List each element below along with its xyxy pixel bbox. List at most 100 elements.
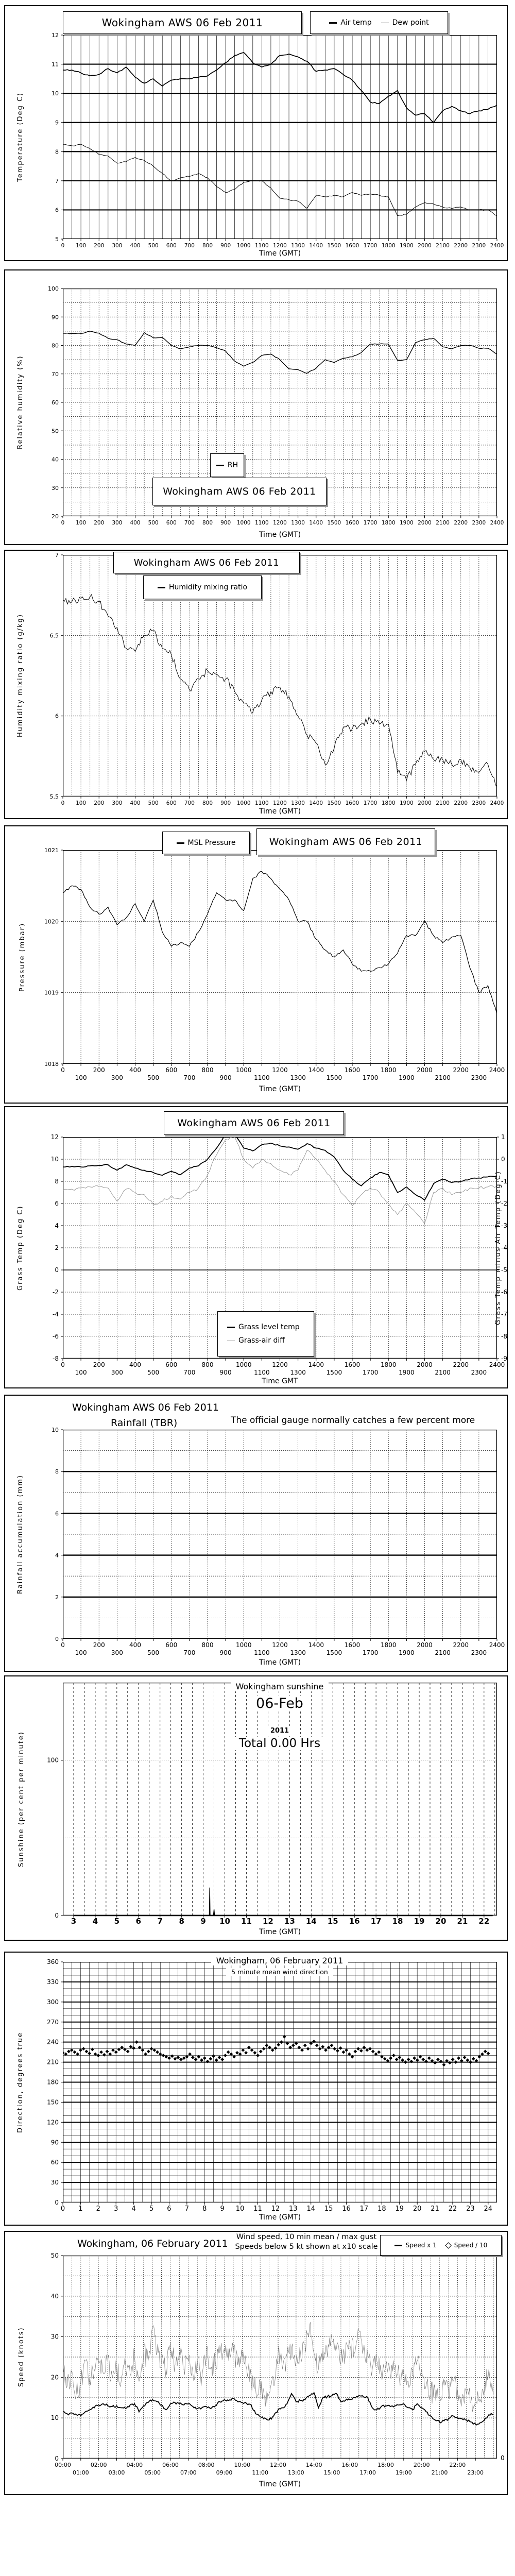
legend-item-msl-pressure: MSL Pressure (176, 839, 236, 847)
legend-item-grass-air-diff: Grass-air diff (227, 1336, 285, 1345)
legend-box: MSL Pressure (162, 832, 250, 854)
svg-text:1: 1 (78, 2205, 82, 2213)
legend-item-speed-div10: Speed / 10 (444, 2242, 487, 2249)
svg-text:06:00: 06:00 (162, 2462, 179, 2468)
svg-text:5: 5 (114, 1917, 119, 1926)
svg-text:4: 4 (55, 1552, 59, 1559)
grass-temp-plot: 0100200300400500600700800900100011001200… (51, 1133, 507, 1376)
svg-text:2300: 2300 (471, 1074, 487, 1081)
svg-text:500: 500 (147, 1074, 159, 1081)
chart-title: Wokingham, 06 February 2011 (77, 2238, 228, 2249)
chart-title-box: Wokingham AWS 06 Feb 2011 (164, 1111, 344, 1135)
legend-item-grass-level-temp: Grass level temp (227, 1323, 300, 1331)
svg-text:-7: -7 (501, 1311, 507, 1318)
svg-text:100: 100 (47, 1757, 59, 1764)
svg-text:2000: 2000 (418, 800, 432, 806)
svg-text:12:00: 12:00 (270, 2462, 286, 2468)
svg-text:700: 700 (184, 520, 195, 526)
legend-box: RH (210, 453, 244, 477)
svg-text:10: 10 (219, 1917, 230, 1926)
svg-text:14: 14 (306, 1917, 317, 1926)
svg-text:1900: 1900 (400, 520, 414, 526)
chart-title: Wokingham AWS 06 Feb 2011 (101, 16, 263, 29)
svg-text:1500: 1500 (328, 243, 341, 249)
svg-text:6: 6 (167, 2205, 171, 2213)
svg-text:15: 15 (324, 2205, 333, 2213)
sunshine-total: Total 0.00 Hrs (233, 1737, 326, 1750)
svg-text:2100: 2100 (436, 520, 450, 526)
svg-text:2400: 2400 (489, 1361, 505, 1368)
panel-rainfall: 0 100 200 300 400 500 600 700 800 900 1000 1100 1200… (4, 1395, 508, 1672)
svg-text:50: 50 (52, 428, 59, 434)
svg-text:500: 500 (147, 1369, 159, 1376)
y-axis-label: Rainfall accumulation (mm) (16, 1475, 24, 1594)
msl-pressure-line-icon (176, 842, 184, 844)
svg-text:1100: 1100 (254, 1369, 270, 1376)
svg-text:360: 360 (47, 1958, 59, 1965)
svg-text:1300: 1300 (291, 800, 305, 806)
svg-text:02:00: 02:00 (91, 2462, 107, 2468)
svg-text:1000: 1000 (237, 243, 251, 249)
svg-text:700: 700 (184, 243, 195, 249)
svg-text:-8: -8 (53, 1355, 59, 1362)
svg-text:200: 200 (93, 1641, 105, 1649)
svg-text:5.5: 5.5 (50, 793, 59, 800)
svg-text:1400: 1400 (308, 1641, 324, 1649)
svg-text:2400: 2400 (490, 800, 504, 806)
svg-text:12: 12 (271, 2205, 280, 2213)
svg-text:40: 40 (52, 456, 59, 463)
svg-text:14: 14 (306, 2205, 315, 2213)
svg-text:100: 100 (76, 800, 86, 806)
chart-title: Wokingham AWS 06 Feb 2011 (133, 557, 280, 568)
svg-text:500: 500 (148, 243, 159, 249)
svg-text:2000: 2000 (418, 243, 432, 249)
chart-title: Wokingham AWS 06 Feb 2011 (163, 486, 316, 497)
svg-text:800: 800 (202, 520, 213, 526)
svg-text:1018: 1018 (44, 1061, 59, 1067)
svg-text:300: 300 (112, 520, 122, 526)
svg-text:2: 2 (55, 1244, 59, 1251)
svg-text:600: 600 (166, 243, 177, 249)
x-axis-label: Time (GMT) (259, 2213, 301, 2222)
sunshine-date: 06-Feb (251, 1696, 308, 1711)
svg-text:2300: 2300 (471, 1369, 487, 1376)
svg-text:8: 8 (55, 1178, 59, 1185)
svg-text:0: 0 (55, 1266, 59, 1274)
svg-text:00:00: 00:00 (55, 2462, 71, 2468)
svg-text:3: 3 (114, 2205, 118, 2213)
svg-text:05:00: 05:00 (144, 2469, 161, 2476)
svg-text:6: 6 (136, 1917, 141, 1926)
svg-text:300: 300 (112, 243, 122, 249)
svg-text:1300: 1300 (290, 1074, 306, 1081)
chart-note-1: Wind speed, 10 min mean / max gust (236, 2233, 377, 2241)
panel-relative-humidity: 0 100 200 300 400 500 600 700 800 900 1000 1100 1200… (4, 269, 508, 545)
svg-text:1700: 1700 (364, 520, 377, 526)
legend-box: Grass level temp Grass-air diff (217, 1311, 314, 1357)
y-axis-label: Grass Temp (Deg C) (16, 1205, 24, 1291)
svg-text:1800: 1800 (382, 243, 396, 249)
svg-text:300: 300 (111, 1649, 123, 1656)
svg-text:-8: -8 (501, 1333, 507, 1340)
svg-text:1200: 1200 (273, 800, 287, 806)
panel-grass-temp: 0 100 200 300 400 500 600 700 800 900 1000 1100 1200… (4, 1106, 508, 1388)
chart-note-2: Speeds below 5 kt shown at x10 scale (235, 2243, 378, 2251)
svg-text:1800: 1800 (381, 1641, 397, 1649)
chart-title: Wokingham, 06 February 2011 (211, 1956, 349, 1965)
legend-box: Air temp Dew point (310, 11, 448, 34)
x-axis-label: Time (GMT) (259, 1658, 301, 1667)
grass-temp-line-icon (227, 1326, 235, 1328)
svg-text:1700: 1700 (363, 1074, 379, 1081)
svg-text:18: 18 (377, 2205, 386, 2213)
panel-air-dew-temp: 0 100 200 300 400 500 600 700 800 900 1000 1100 1200… (4, 5, 508, 261)
svg-text:100: 100 (76, 243, 86, 249)
svg-text:9: 9 (55, 120, 59, 126)
svg-text:20: 20 (413, 2205, 422, 2213)
msl-pressure-plot: 0 100 200 300 400 500 600 700 800 900 100011001200… (44, 847, 505, 1081)
svg-text:1400: 1400 (309, 800, 323, 806)
y-axis-label: Humidity mixing ratio (g/kg) (16, 614, 24, 738)
svg-text:90: 90 (52, 314, 59, 320)
svg-text:4: 4 (55, 1222, 59, 1229)
svg-text:01:00: 01:00 (73, 2469, 89, 2476)
svg-text:1600: 1600 (346, 800, 359, 806)
svg-text:1100: 1100 (254, 1649, 270, 1656)
